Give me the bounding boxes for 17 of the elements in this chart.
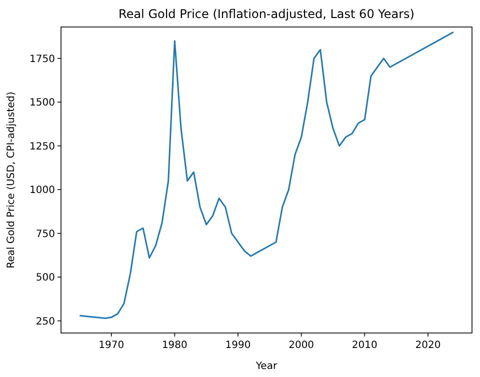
line-series	[78, 31, 454, 319]
y-tick-label: 250	[36, 316, 55, 328]
x-tick-label: 2020	[415, 340, 441, 351]
x-axis-title: Year	[254, 361, 278, 372]
y-tick-label: 1000	[30, 185, 55, 196]
chart-title: Real Gold Price (Inflation-adjusted, Last 60 Years)	[118, 7, 414, 21]
y-axis-title: Real Gold Price (USD, CPI-adjusted)	[6, 92, 17, 268]
x-tick-label: 1990	[225, 340, 251, 351]
y-tick-label: 750	[36, 228, 55, 240]
y-tick-label: 1500	[30, 98, 55, 109]
x-tick-label: 1980	[162, 340, 188, 351]
y-tick-label: 1250	[30, 141, 55, 152]
x-tick-label: 2010	[352, 340, 378, 351]
x-tick-label: 1970	[98, 340, 124, 351]
x-tick-label: 2000	[288, 340, 314, 351]
y-tick-label: 500	[36, 272, 55, 284]
y-tick-label: 1750	[30, 54, 55, 65]
